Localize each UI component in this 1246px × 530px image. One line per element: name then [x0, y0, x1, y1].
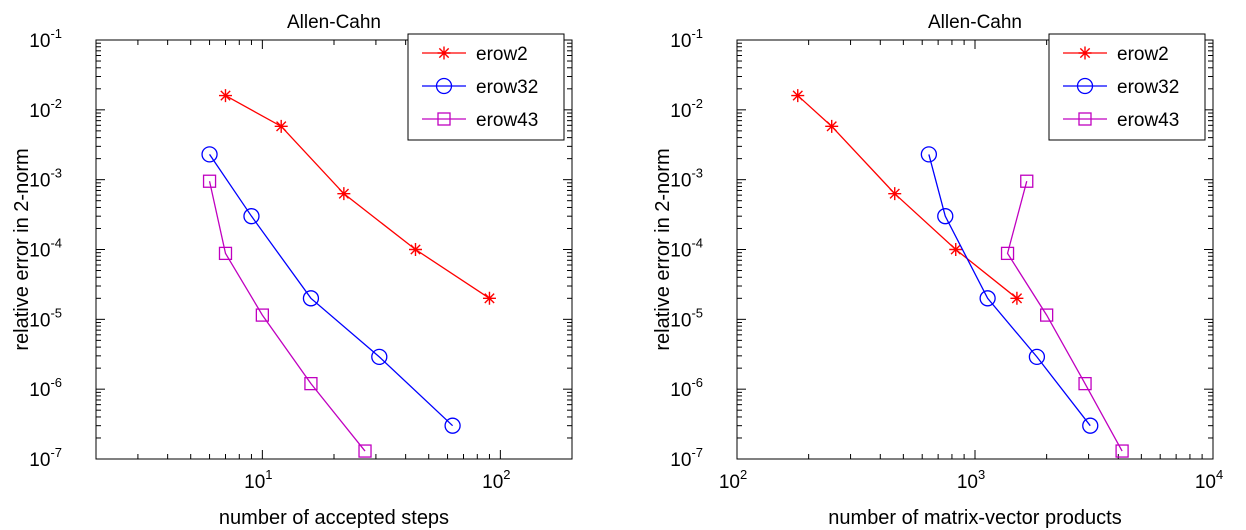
legend-label-erow43: erow43 — [476, 110, 538, 131]
legend-box — [407, 33, 565, 141]
legend-marker-erow32 — [1076, 77, 1094, 95]
data-point-erow32 — [1082, 417, 1099, 434]
y-tick-label: 10-3 — [670, 166, 703, 192]
data-point-erow2 — [408, 243, 422, 256]
y-tick-label: 10-1 — [29, 26, 62, 52]
data-point-erow2 — [825, 119, 839, 133]
chart-title: Allen-Cahn — [928, 12, 1022, 33]
data-point-erow43 — [218, 246, 233, 261]
series-line-erow43 — [1006, 181, 1123, 452]
legend-marker-erow2 — [1078, 46, 1092, 60]
legend-marker-erow32 — [435, 77, 453, 95]
data-point-erow2 — [337, 187, 351, 201]
x-tick-label: 102 — [719, 467, 747, 493]
legend-marker-erow2 — [437, 46, 451, 60]
data-point-erow43 — [1078, 376, 1092, 391]
legend: erow2 erow32 erow43 — [1048, 33, 1206, 141]
legend-label-erow43: erow43 — [1117, 110, 1179, 131]
y-tick-label: 10-7 — [670, 445, 703, 471]
data-point-erow2 — [791, 89, 805, 103]
y-tick-label: 10-6 — [670, 375, 703, 401]
legend-label-erow2: erow2 — [476, 44, 528, 65]
chart-right: Allen-Cahn number of matrix-vector produc… — [652, 12, 1223, 529]
legend: erow2 erow32 erow43 — [407, 33, 565, 141]
chart-left: Allen-Cahn number of accepted steps relati… — [11, 12, 573, 529]
y-tick-label: 10-4 — [29, 236, 62, 262]
y-tick-label: 10-3 — [29, 166, 62, 192]
y-tick-label: 10-7 — [29, 445, 62, 471]
data-point-erow32 — [920, 146, 938, 163]
legend-label-erow32: erow32 — [1117, 77, 1179, 98]
y-axis-label: relative error in 2-norm — [652, 148, 674, 350]
x-tick-label: 101 — [244, 467, 272, 493]
series-line-erow32 — [928, 154, 1091, 427]
data-point-erow32 — [444, 417, 461, 434]
data-point-erow43 — [255, 308, 270, 322]
data-point-erow43 — [202, 174, 217, 188]
data-point-erow2 — [218, 89, 232, 103]
y-tick-label: 10-5 — [670, 305, 703, 331]
data-point-erow2 — [949, 243, 963, 256]
data-point-erow43 — [1000, 246, 1015, 261]
x-tick-label: 103 — [957, 467, 985, 493]
legend-label-erow2: erow2 — [1117, 44, 1169, 65]
data-point-erow32 — [201, 146, 218, 163]
x-axis-label: number of matrix-vector products — [828, 507, 1121, 529]
data-point-erow2 — [482, 291, 496, 305]
y-tick-label: 10-6 — [29, 375, 62, 401]
data-point-erow32 — [1028, 348, 1046, 366]
y-tick-label: 10-2 — [670, 96, 703, 122]
series-line-erow32 — [209, 154, 454, 427]
data-point-erow43 — [1115, 444, 1129, 458]
y-tick-label: 10-1 — [670, 26, 703, 52]
data-point-erow32 — [937, 208, 954, 225]
y-tick-label: 10-2 — [29, 96, 62, 122]
data-point-erow32 — [243, 208, 260, 225]
chart-title: Allen-Cahn — [287, 12, 381, 33]
series-line-erow43 — [208, 181, 366, 452]
x-tick-label: 102 — [482, 467, 510, 493]
legend-label-erow32: erow32 — [476, 77, 538, 98]
data-point-erow32 — [371, 348, 388, 366]
x-axis-label: number of accepted steps — [219, 507, 449, 529]
data-point-erow32 — [302, 290, 320, 307]
data-point-erow2 — [888, 187, 902, 201]
data-point-erow43 — [358, 444, 372, 458]
data-point-erow32 — [979, 290, 996, 307]
data-point-erow43 — [1020, 174, 1034, 188]
y-tick-label: 10-5 — [29, 305, 62, 331]
data-point-erow43 — [304, 376, 318, 391]
y-tick-label: 10-4 — [670, 236, 703, 262]
data-point-erow2 — [1010, 291, 1024, 305]
legend-marker-erow43 — [1078, 112, 1092, 126]
data-point-erow2 — [274, 119, 288, 133]
x-tick-label: 104 — [1195, 467, 1223, 493]
legend-marker-erow43 — [437, 112, 451, 126]
y-axis-label: relative error in 2-norm — [11, 148, 33, 350]
legend-box — [1048, 33, 1206, 141]
data-point-erow43 — [1039, 308, 1054, 322]
